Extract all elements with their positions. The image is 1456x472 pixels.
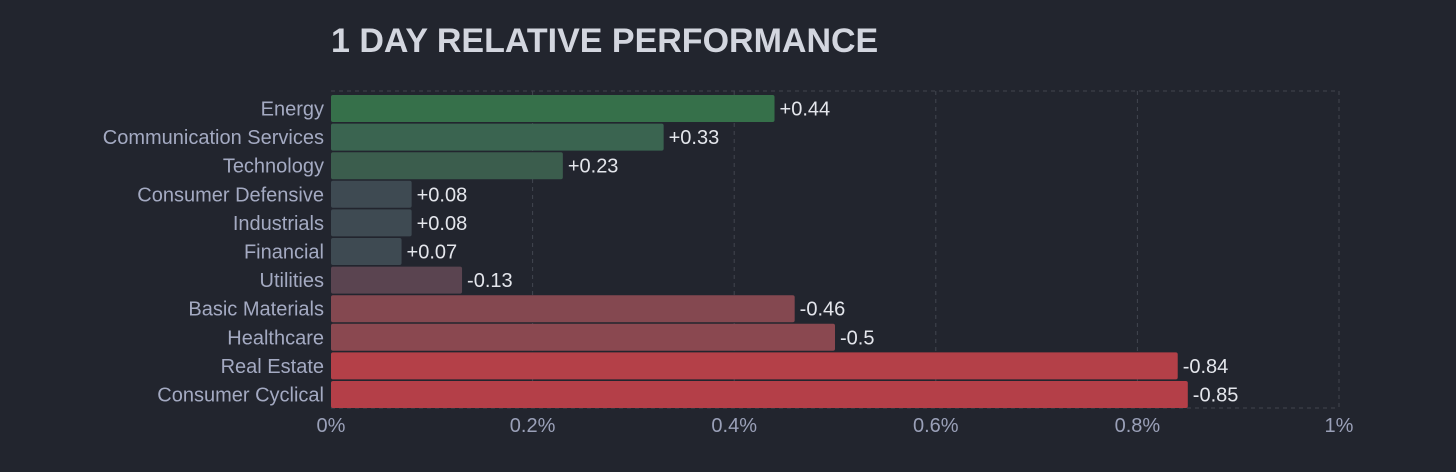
- bar: [331, 152, 563, 180]
- category-label: Communication Services: [103, 127, 324, 149]
- category-label: Consumer Defensive: [137, 184, 324, 206]
- category-label: Energy: [261, 99, 324, 121]
- category-label: Financial: [244, 242, 324, 264]
- bar: [331, 123, 664, 151]
- x-tick-label: 0.2%: [510, 415, 556, 437]
- value-label: +0.08: [417, 184, 468, 206]
- value-label: -0.84: [1183, 356, 1229, 378]
- bar: [331, 95, 775, 122]
- bar: [331, 209, 412, 237]
- x-tick-label: 0.6%: [913, 415, 959, 437]
- bar: [331, 266, 463, 294]
- category-label: Industrials: [233, 213, 324, 235]
- category-label: Technology: [223, 156, 324, 178]
- category-label: Real Estate: [221, 356, 324, 378]
- label-layer: Energy +0.44 Communication Services +0.33 Te…: [103, 99, 1239, 407]
- bar: [331, 238, 402, 265]
- category-label: Utilities: [260, 270, 324, 292]
- bar: [331, 295, 795, 323]
- x-tick-label: 1%: [1325, 415, 1354, 437]
- value-label: +0.33: [669, 127, 720, 149]
- bar-layer: [331, 95, 1188, 408]
- x-tick-label: 0.8%: [1115, 415, 1161, 437]
- value-label: +0.07: [407, 242, 458, 264]
- category-label: Healthcare: [227, 327, 324, 349]
- value-label: -0.46: [800, 299, 846, 321]
- chart-title: 1 DAY RELATIVE PERFORMANCE: [331, 22, 879, 60]
- bar: [331, 381, 1188, 408]
- x-axis-ticks: 0% 0.2% 0.4% 0.6% 0.8% 1%: [317, 415, 1354, 437]
- bar: [331, 352, 1178, 380]
- value-label: -0.13: [467, 270, 513, 292]
- value-label: +0.08: [417, 213, 468, 235]
- bar: [331, 323, 835, 351]
- x-tick-label: 0%: [317, 415, 346, 437]
- bar: [331, 180, 412, 208]
- value-label: -0.85: [1193, 385, 1239, 407]
- category-label: Consumer Cyclical: [157, 385, 324, 407]
- category-label: Basic Materials: [188, 299, 324, 321]
- x-tick-label: 0.4%: [711, 415, 757, 437]
- value-label: +0.44: [780, 99, 831, 121]
- value-label: +0.23: [568, 156, 619, 178]
- value-label: -0.5: [840, 327, 874, 349]
